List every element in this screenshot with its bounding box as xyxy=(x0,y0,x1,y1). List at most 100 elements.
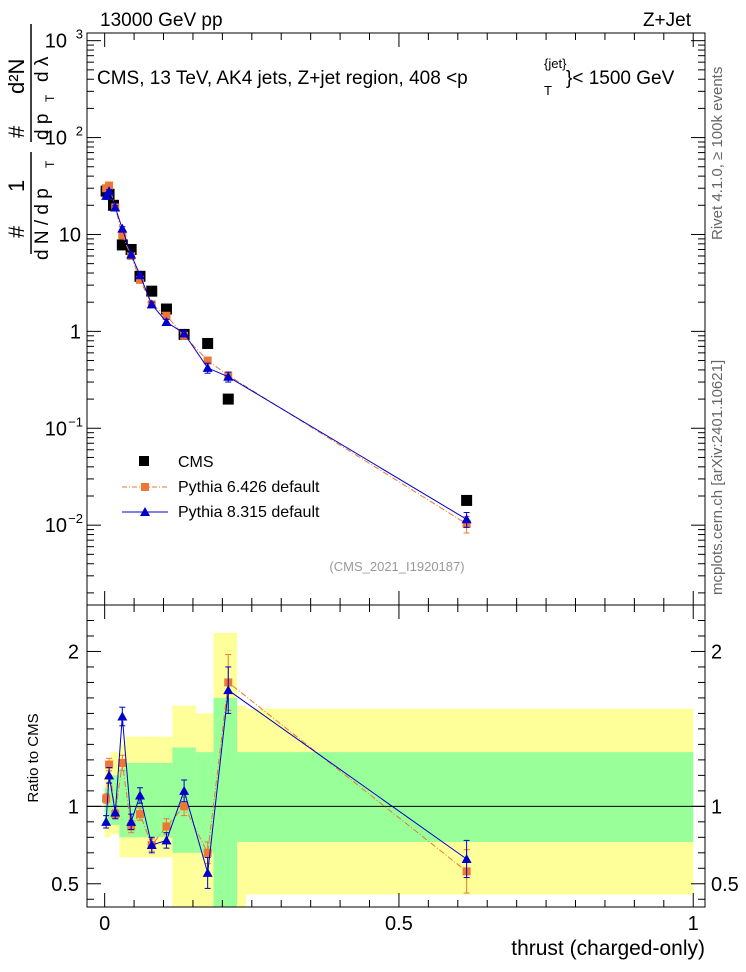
uncertainty-band-green xyxy=(142,762,161,838)
ratio-py6-point xyxy=(162,822,171,831)
cms-point xyxy=(146,285,158,297)
ylabel-den2T: T xyxy=(43,94,57,102)
ylabel-den2: d p xyxy=(32,114,53,140)
ylabel-hash: # xyxy=(4,225,29,238)
py8-point xyxy=(161,316,172,326)
py8-point xyxy=(134,270,145,280)
uncertainty-band-green xyxy=(125,762,138,838)
main-ytick-exponent: 3 xyxy=(76,27,83,42)
legend-cms-marker xyxy=(139,456,149,466)
main-ytick-label: 1 xyxy=(70,321,81,343)
main-ytick-label: 10 xyxy=(45,418,67,440)
ratio-ylabel: Ratio to CMS xyxy=(25,713,42,802)
title-tail: }< 1500 GeV xyxy=(566,68,675,89)
ratio-py8-point xyxy=(134,790,145,800)
py8-point xyxy=(223,371,234,381)
legend-cms-label: CMS xyxy=(178,454,214,471)
ylabel-den: d N / d p xyxy=(32,188,53,260)
legend: CMS Pythia 6.426 default Pythia 8.315 de… xyxy=(122,454,320,521)
ratio-ytick-label-left: 1 xyxy=(68,796,79,818)
cms-point xyxy=(125,243,137,255)
title-sub: T xyxy=(544,83,552,98)
py8-point xyxy=(146,299,157,309)
ylabel-denT: T xyxy=(43,160,57,168)
plot-title: CMS, 13 TeV, AK4 jets, Z+jet region, 408… xyxy=(97,56,675,98)
uncertainty-band-green xyxy=(110,775,120,825)
py6-point xyxy=(135,275,144,284)
main-ylabel: # 1 d N / d p T # d²N d p T d λ xyxy=(4,24,57,260)
ratio-ytick-label-right: 2 xyxy=(711,641,722,663)
cms-point xyxy=(160,303,172,315)
ratio-xtick-label: 1 xyxy=(688,913,699,935)
main-ytick-label: 10 xyxy=(45,128,67,150)
ratio-py8-point xyxy=(179,785,190,795)
title-main: CMS, 13 TeV, AK4 jets, Z+jet region, 408… xyxy=(97,68,468,89)
uncertainty-band-green xyxy=(237,752,246,842)
ratio-py8-point xyxy=(110,807,121,817)
py8-point xyxy=(117,223,128,233)
main-ytick-exponent: 2 xyxy=(76,124,83,139)
cms-point xyxy=(116,239,128,251)
ylabel-num: d²N xyxy=(4,59,29,94)
main-ytick-exponent: −2 xyxy=(68,511,83,526)
ylabel-hash-2: # xyxy=(4,125,29,138)
x-axis-label: thrust (charged-only) xyxy=(511,937,705,960)
uncertainty-band-green xyxy=(213,697,238,907)
ratio-ytick-label-right: 0.5 xyxy=(711,874,739,896)
ratio-ytick-label-right: 1 xyxy=(711,796,722,818)
ratio-py8-point xyxy=(104,770,115,780)
ratio-py8-point xyxy=(223,685,234,695)
legend-py6-label: Pythia 6.426 default xyxy=(178,479,320,496)
ratio-frame xyxy=(86,604,706,908)
header-right: Z+Jet xyxy=(643,10,692,31)
ratio-py6-point xyxy=(105,760,114,769)
uncertainty-band-green xyxy=(160,762,173,838)
ylabel-one: 1 xyxy=(4,180,29,192)
header-left: 13000 GeV pp xyxy=(100,10,223,31)
py8-point xyxy=(179,328,190,338)
py6-point xyxy=(118,231,127,240)
cms-point xyxy=(222,393,234,405)
ratio-py6-line xyxy=(105,681,467,872)
ratio-py6-point xyxy=(102,794,111,803)
legend-py6-marker xyxy=(141,483,149,491)
py6-point xyxy=(203,356,212,365)
ratio-py6-point xyxy=(180,802,189,811)
py6-point xyxy=(105,181,114,190)
legend-py8-marker xyxy=(140,507,150,516)
main-ytick-label: 10 xyxy=(45,515,67,537)
ratio-py8-point xyxy=(461,853,472,863)
ratio-py8-point xyxy=(202,867,213,877)
analysis-watermark: (CMS_2021_I1920187) xyxy=(329,559,464,574)
py8-point xyxy=(126,249,137,259)
uncertainty-band-green xyxy=(195,752,214,853)
py6-point xyxy=(162,311,171,320)
ratio-xtick-label: 0.5 xyxy=(385,913,413,935)
uncertainty-band-green xyxy=(245,752,694,842)
ratio-py8-point xyxy=(117,711,128,721)
ratio-plot: 0 0.5 1 0.5 0.5 1 1 2 2 xyxy=(51,604,739,935)
ratio-py6-point xyxy=(135,810,144,819)
mcplots-label: mcplots.cern.ch [arXiv:2401.10621] xyxy=(709,360,726,595)
py8-point xyxy=(104,186,115,196)
main-ytick-label: 10 xyxy=(59,224,81,246)
ratio-xtick-label: 0 xyxy=(99,913,110,935)
uncertainty-band-green xyxy=(119,767,126,838)
cms-point xyxy=(461,494,473,506)
ratio-py8-point xyxy=(101,816,112,826)
main-ytick-label: 10 xyxy=(45,31,67,53)
rivet-label: Rivet 4.1.0, ≥ 100k events xyxy=(709,67,726,240)
ylabel-dlambda: d λ xyxy=(32,56,53,82)
ratio-ytick-label-left: 2 xyxy=(68,641,79,663)
py8-point xyxy=(461,514,472,524)
py8-point xyxy=(110,202,121,212)
ratio-py6-point xyxy=(118,758,127,767)
py8-point xyxy=(101,190,112,200)
cms-point xyxy=(202,337,214,349)
main-ytick-exponent: −1 xyxy=(68,414,83,429)
ratio-py8-point xyxy=(161,835,172,845)
ratio-py8-point xyxy=(146,840,157,850)
title-sup: {jet} xyxy=(544,56,567,71)
ratio-py6-point xyxy=(203,848,212,857)
ratio-py8-point xyxy=(126,816,137,826)
